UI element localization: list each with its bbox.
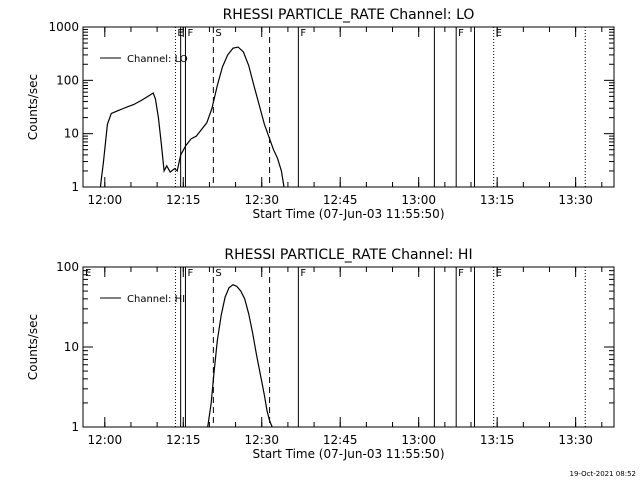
time-marker-label: F — [458, 28, 464, 39]
x-axis-label: Start Time (07-Jun-03 11:55:50) — [253, 447, 445, 461]
time-marker-label: S — [215, 28, 221, 39]
chart-title: RHESSI PARTICLE_RATE Channel: HI — [224, 247, 472, 263]
x-tick-label: 13:00 — [401, 433, 436, 447]
y-tick-label: 10 — [64, 340, 79, 354]
time-marker-label: S — [215, 268, 221, 279]
series-line-hi — [207, 284, 273, 428]
y-axis-label: Counts/sec — [26, 74, 40, 140]
legend: Channel: LO — [100, 54, 188, 65]
time-marker-label: F — [300, 28, 306, 39]
time-marker-label: E — [496, 28, 502, 39]
x-axis: 12:00 12:15 12:30 12:45 13:00 13:15 13:30 — [88, 267, 603, 447]
panel-hi: RHESSI PARTICLE_RATE Channel: HI 1 10 100 12… — [26, 247, 615, 461]
footer-timestamp: 19-Oct-2021 08:52 — [570, 470, 636, 478]
x-tick-label: 13:30 — [558, 433, 593, 447]
x-tick-label: 12:45 — [323, 433, 358, 447]
legend-label: Channel: HI — [127, 294, 185, 305]
chart-title: RHESSI PARTICLE_RATE Channel: LO — [223, 7, 475, 23]
y-tick-label: 100 — [56, 260, 79, 274]
x-axis-label: Start Time (07-Jun-03 11:55:50) — [253, 207, 445, 221]
y-tick-label: 1 — [71, 180, 79, 194]
x-tick-label: 12:15 — [166, 433, 201, 447]
legend-label: Channel: LO — [127, 54, 188, 65]
y-axis: 1 10 100 — [56, 260, 614, 434]
y-tick-label: 1 — [71, 420, 79, 434]
x-tick-label: 12:45 — [323, 193, 358, 207]
x-axis: 12:00 12:15 12:30 12:45 13:00 13:15 13:30 — [88, 27, 603, 207]
x-tick-label: 12:00 — [88, 433, 123, 447]
x-tick-label: 12:15 — [166, 193, 201, 207]
x-tick-label: 13:00 — [401, 193, 436, 207]
time-marker-label: F — [187, 268, 193, 279]
x-tick-label: 12:30 — [244, 193, 279, 207]
time-marker-label: F — [300, 268, 306, 279]
y-tick-label: 100 — [56, 73, 79, 87]
time-marker-label: F — [187, 28, 193, 39]
time-marker-label: E — [85, 268, 91, 279]
x-tick-label: 12:30 — [244, 433, 279, 447]
plot-frame — [82, 26, 615, 188]
legend: Channel: HI — [100, 294, 185, 305]
panel-lo: RHESSI PARTICLE_RATE Channel: LO 1 10 100 10… — [26, 7, 615, 221]
time-marker-label: F — [458, 268, 464, 279]
plot-frame — [82, 266, 615, 428]
x-tick-label: 13:30 — [558, 193, 593, 207]
time-marker-label: E — [496, 268, 502, 279]
y-tick-label: 10 — [64, 127, 79, 141]
y-axis-label: Counts/sec — [26, 314, 40, 380]
x-tick-label: 12:00 — [88, 193, 123, 207]
x-tick-label: 13:15 — [480, 193, 515, 207]
y-axis: 1 10 100 1000 — [48, 20, 614, 194]
x-tick-label: 13:15 — [480, 433, 515, 447]
y-tick-label: 1000 — [48, 20, 79, 34]
series-line-lo — [99, 46, 285, 188]
